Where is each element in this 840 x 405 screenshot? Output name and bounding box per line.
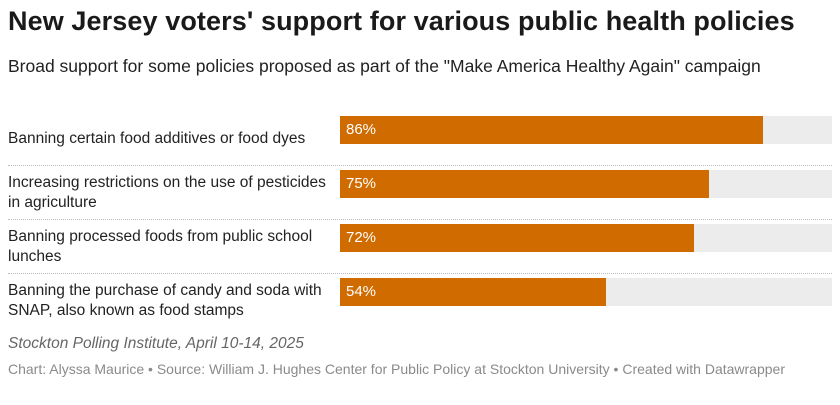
- bar-row: Banning processed foods from public scho…: [0, 220, 832, 274]
- chart-subtitle: Broad support for some policies proposed…: [8, 56, 761, 76]
- category-label: Increasing restrictions on the use of pe…: [8, 174, 326, 211]
- bar-value-label: 86%: [346, 121, 377, 138]
- bar-chart: Banning certain food additives or food d…: [0, 112, 840, 328]
- category-label: Banning certain food additives or food d…: [8, 130, 306, 147]
- row-divider: [8, 165, 832, 166]
- bar-value-label: 75%: [346, 175, 377, 192]
- category-label: Banning the purchase of candy and soda w…: [8, 282, 322, 319]
- bar: 86%: [340, 116, 764, 144]
- bar-row: Banning certain food additives or food d…: [0, 112, 832, 166]
- bar-row: Banning the purchase of candy and soda w…: [0, 274, 832, 328]
- bar: 54%: [340, 278, 606, 306]
- category-label: Banning processed foods from public scho…: [8, 228, 313, 265]
- bar-row: Increasing restrictions on the use of pe…: [0, 166, 832, 220]
- chart-title: New Jersey voters' support for various p…: [8, 6, 795, 36]
- row-divider: [8, 273, 832, 274]
- bar-value-label: 72%: [346, 229, 377, 246]
- bar-value-label: 54%: [346, 283, 377, 300]
- bar-track: 86%: [340, 116, 832, 144]
- bar: 75%: [340, 170, 709, 198]
- row-divider: [8, 219, 832, 220]
- chart-credit: Chart: Alyssa Maurice • Source: William …: [8, 361, 785, 377]
- bar: 72%: [340, 224, 695, 252]
- chart-note: Stockton Polling Institute, April 10-14,…: [8, 335, 304, 352]
- bar-track: 75%: [340, 170, 832, 198]
- bar-track: 54%: [340, 278, 832, 306]
- bar-track: 72%: [340, 224, 832, 252]
